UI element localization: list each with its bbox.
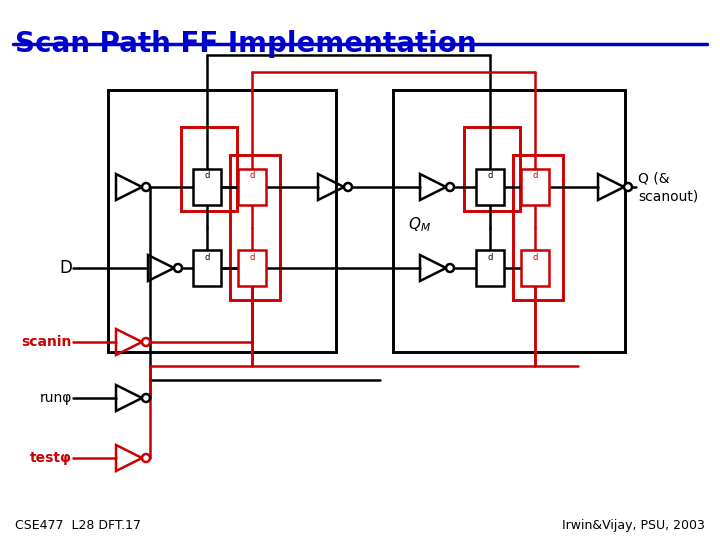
Circle shape	[344, 183, 352, 191]
Text: d: d	[249, 253, 255, 261]
Bar	[181, 127, 237, 211]
Text: CSE477  L28 DFT.17: CSE477 L28 DFT.17	[15, 519, 141, 532]
Text: d: d	[249, 172, 255, 180]
Text: testφ: testφ	[30, 451, 72, 465]
Bar	[476, 169, 504, 205]
Bar	[393, 90, 625, 352]
Bar	[464, 127, 520, 211]
Text: d: d	[204, 172, 210, 180]
Text: d: d	[204, 253, 210, 261]
Circle shape	[142, 338, 150, 346]
Circle shape	[446, 264, 454, 272]
Text: scanin: scanin	[22, 335, 72, 349]
Bar	[521, 169, 549, 205]
Bar	[193, 169, 221, 205]
Text: Q (&: Q (&	[638, 172, 670, 186]
Bar	[238, 169, 266, 205]
Bar	[230, 155, 280, 300]
Bar	[513, 155, 563, 300]
Circle shape	[142, 394, 150, 402]
Text: d: d	[487, 253, 492, 261]
Text: scanout): scanout)	[638, 189, 698, 203]
Circle shape	[142, 183, 150, 191]
Circle shape	[142, 454, 150, 462]
Circle shape	[624, 183, 632, 191]
Text: Irwin&Vijay, PSU, 2003: Irwin&Vijay, PSU, 2003	[562, 519, 705, 532]
Circle shape	[174, 264, 182, 272]
Circle shape	[446, 183, 454, 191]
Text: d: d	[487, 172, 492, 180]
Text: D: D	[59, 259, 72, 277]
Text: d: d	[532, 172, 538, 180]
Bar	[476, 250, 504, 286]
Text: $Q_M$: $Q_M$	[408, 215, 431, 234]
Bar	[521, 250, 549, 286]
Bar	[238, 250, 266, 286]
Text: Scan Path FF Implementation: Scan Path FF Implementation	[15, 30, 477, 58]
Bar	[193, 250, 221, 286]
Text: d: d	[532, 253, 538, 261]
Bar	[108, 90, 336, 352]
Text: runφ: runφ	[40, 391, 72, 405]
